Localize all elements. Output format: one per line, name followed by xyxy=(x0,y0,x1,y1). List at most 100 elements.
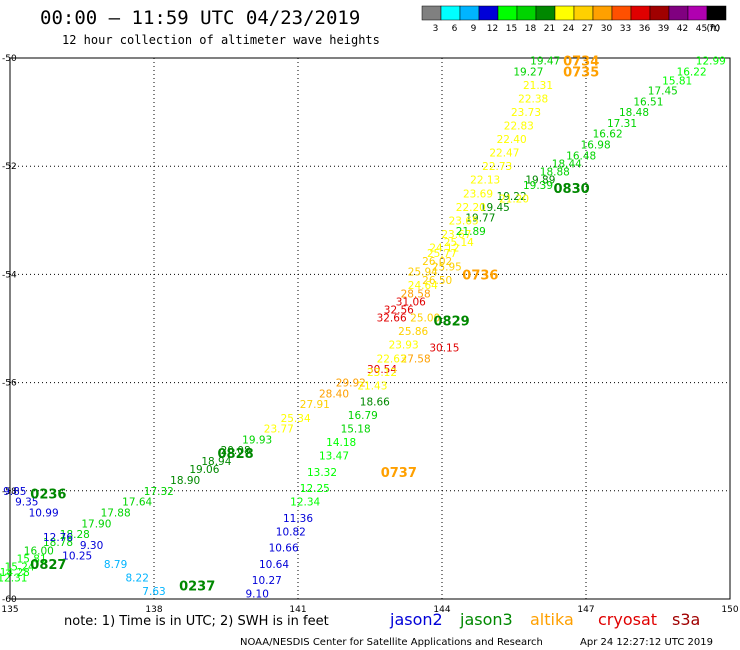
swh-value-label: 10.66 xyxy=(269,543,299,555)
swh-value-label: 27.91 xyxy=(300,399,330,411)
swh-value-label: 21.31 xyxy=(523,80,553,92)
y-tick-label: -58 xyxy=(2,487,17,497)
x-tick-label: 141 xyxy=(289,605,306,615)
x-tick-label: 135 xyxy=(1,605,18,615)
swh-value-label: 8.22 xyxy=(126,572,149,584)
satellite-legend-altika: altika xyxy=(530,610,574,629)
scale-label: 3 xyxy=(433,24,439,34)
chart-subtitle: 12 hour collection of altimeter wave hei… xyxy=(62,33,380,47)
swh-value-label: 22.20 xyxy=(456,202,486,214)
chart-title: 00:00 – 11:59 UTC 04/23/2019 xyxy=(40,7,360,29)
swh-value-label: 15.18 xyxy=(341,424,371,436)
swh-value-label: 17.32 xyxy=(144,486,174,498)
swh-value-label: 23.69 xyxy=(463,188,493,200)
swh-value-label: 19.06 xyxy=(189,464,219,476)
swh-value-label: 19.45 xyxy=(480,202,510,214)
axis-ticks: 135 138 141 144 147 150 -50 -52 -54 -56 -58 -60 xyxy=(1,54,738,615)
scale-label: 70 xyxy=(709,24,721,34)
swh-value-label: 13.32 xyxy=(307,467,337,479)
y-tick-label: -60 xyxy=(2,595,17,605)
swh-value-label: 22.38 xyxy=(518,94,548,106)
swh-value-label: 19.77 xyxy=(465,213,495,225)
swh-value-label: 23.67 xyxy=(441,229,471,241)
swh-value-label: 20.08 xyxy=(221,445,251,457)
swh-value-label: 12.25 xyxy=(300,483,330,495)
swh-value-label: 22.73 xyxy=(482,161,512,173)
satellite-legend-jason2: jason2 xyxy=(389,610,443,629)
swh-value-label: 18.90 xyxy=(170,475,200,487)
swh-value-label: 18.66 xyxy=(360,397,390,409)
swh-value-label: 25.94 xyxy=(408,267,438,279)
swh-value-label: 31.06 xyxy=(396,296,426,308)
swh-value-label: 12.76 xyxy=(43,532,73,544)
swh-value-label: 17.45 xyxy=(648,85,678,97)
x-tick-label: 138 xyxy=(145,605,162,615)
scale-swatch xyxy=(611,5,632,21)
credit-text: NOAA/NESDIS Center for Satellite Applica… xyxy=(240,637,543,648)
chart-header: 00:00 – 11:59 UTC 04/23/2019 12 hour col… xyxy=(40,7,380,47)
swh-value-label: 15.24 xyxy=(5,562,35,574)
swh-value-label: 17.31 xyxy=(607,118,637,130)
swh-value-label: 30.15 xyxy=(429,342,459,354)
scale-label: 6 xyxy=(452,24,458,34)
swh-value-label: 19.22 xyxy=(497,191,527,203)
swh-value-label: 10.64 xyxy=(259,559,289,571)
swh-value-label: 28.58 xyxy=(401,288,431,300)
y-tick-label: -52 xyxy=(2,162,17,172)
swh-value-label: 12.34 xyxy=(290,497,320,509)
swh-value-label: 12.31 xyxy=(0,572,27,584)
swh-value-label: 9.85 xyxy=(3,486,26,498)
x-tick-label: 147 xyxy=(577,605,594,615)
swh-value-label: 17.64 xyxy=(122,497,152,509)
swh-value-label: 16.00 xyxy=(24,545,54,557)
y-tick-label: -56 xyxy=(2,379,17,389)
scale-swatch xyxy=(554,5,575,21)
scale-unit-label: (ft) xyxy=(706,24,720,34)
swh-value-label: 14.18 xyxy=(326,437,356,449)
swh-value-label: 10.27 xyxy=(252,575,282,587)
swh-value-label: 13.47 xyxy=(319,451,349,463)
swh-value-label: 21.43 xyxy=(357,380,387,392)
pass-time-label: 0737 xyxy=(381,466,417,481)
scale-label: 12 xyxy=(487,24,498,34)
swh-value-label: 24.12 xyxy=(429,242,459,254)
swh-value-label: 24.64 xyxy=(408,280,438,292)
scale-label: 21 xyxy=(544,24,555,34)
swh-value-label: 30.54 xyxy=(367,364,397,376)
pass-time-label: 0735 xyxy=(563,66,599,81)
swh-value-label: 25.00 xyxy=(410,313,440,325)
timestamp-text: Apr 24 12:27:12 UTC 2019 xyxy=(580,637,713,648)
scale-swatch xyxy=(649,5,670,21)
swh-value-label: 12.99 xyxy=(696,56,726,68)
swh-value-label: 32.56 xyxy=(384,305,414,317)
swh-value-label: 32.66 xyxy=(377,313,407,325)
swh-value-label: 9.30 xyxy=(80,540,103,552)
color-scale-legend: 3 6 9 12 15 18 21 24 27 30 33 36 39 42 45 70(ft) xyxy=(421,5,727,34)
swh-value-label: 17.90 xyxy=(81,518,111,530)
swh-value-label: 26.02 xyxy=(422,256,452,268)
chart-footer: note: 1) Time is in UTC; 2) SWH is in fe… xyxy=(64,610,713,648)
x-tick-label: 144 xyxy=(433,605,450,615)
swh-value-label: 7.63 xyxy=(142,586,165,598)
swh-value-label: 15.81 xyxy=(662,76,692,88)
satellite-legend-cryosat: cryosat xyxy=(598,610,657,629)
pass-time-label: 0237 xyxy=(179,579,215,594)
swh-value-label: 10.99 xyxy=(29,507,59,519)
footnote: note: 1) Time is in UTC; 2) SWH is in fe… xyxy=(64,614,329,629)
swh-value-label: 25.86 xyxy=(398,326,428,338)
swh-value-label: 22.47 xyxy=(489,148,519,160)
pass-time-label: 0829 xyxy=(434,314,470,329)
grid-lines xyxy=(10,57,730,600)
y-tick-label: -50 xyxy=(2,54,17,64)
pass-time-label: 0828 xyxy=(218,447,254,462)
swh-value-label: 19.27 xyxy=(513,67,543,79)
swh-value-label: 16.98 xyxy=(581,140,611,152)
swh-value-label: 9.35 xyxy=(15,497,38,509)
pass-time-label: 0734 xyxy=(563,55,599,70)
swh-value-label: 19.47 xyxy=(530,56,560,68)
scale-swatch xyxy=(592,5,613,21)
swh-value-label: 23.77 xyxy=(264,424,294,436)
swh-value-label: 16.51 xyxy=(633,96,663,108)
data-points: 12.9916.2215.8117.4516.5118.4817.3116.62… xyxy=(0,56,726,601)
